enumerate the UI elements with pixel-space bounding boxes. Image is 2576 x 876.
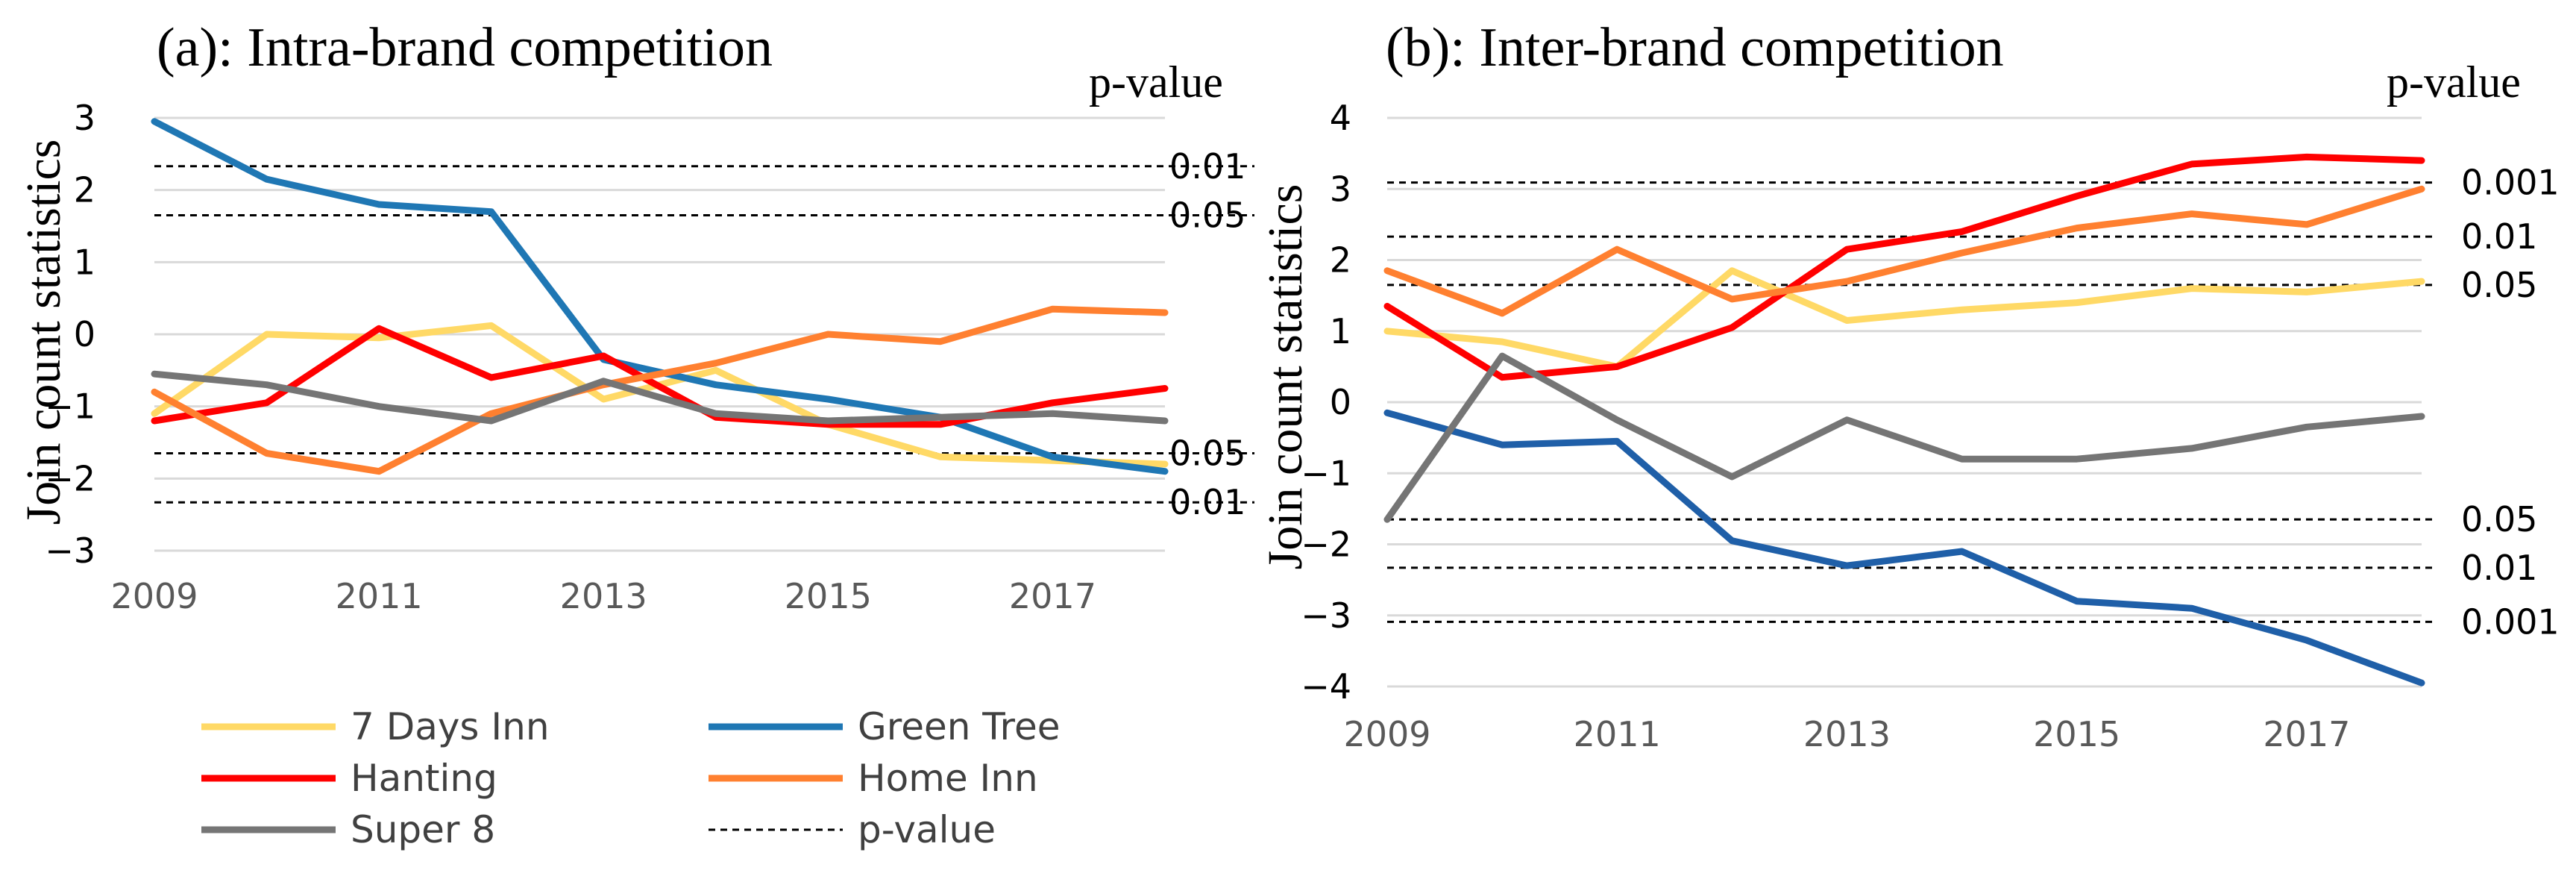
panel-b-x-ticks: 2009 2011 2013 2015 2017 — [1343, 714, 2350, 754]
x-tick-label: 2013 — [1803, 714, 1891, 754]
panel-a-title: (a): Intra-brand competition — [157, 17, 773, 78]
panel-a-x-ticks: 2009 2011 2013 2015 2017 — [110, 576, 1096, 616]
y-tick-label: 3 — [1330, 169, 1351, 209]
pvalue-label: 0.05 — [1169, 195, 1245, 236]
x-tick-label: 2015 — [2033, 714, 2120, 754]
legend-label-home-inn: Home Inn — [858, 757, 1038, 800]
x-tick-label: 2009 — [110, 576, 198, 616]
legend-label-green-tree: Green Tree — [858, 705, 1060, 748]
panel-b-y-ticks: −4 −3 −2 −1 0 1 2 3 4 — [1301, 98, 1351, 707]
panel-b-inter-brand: (b): Inter-brand competition p-value Joi… — [1258, 17, 2560, 754]
panel-b-pvalue-lines — [1387, 181, 2437, 623]
y-tick-label: −1 — [1301, 453, 1351, 493]
legend-label-super-8: Super 8 — [351, 808, 495, 851]
y-tick-label: 2 — [1330, 240, 1351, 281]
series-line-hanting — [1383, 153, 2425, 381]
y-tick-label: −4 — [1301, 666, 1351, 707]
panel-a-pvalue-labels: 0.01 0.05 0.05 0.01 — [1169, 146, 1245, 522]
y-tick-label: 4 — [1330, 98, 1351, 138]
pvalue-label: 0.001 — [2461, 163, 2560, 203]
legend: 7 Days Inn Green Tree Hanting Home Inn Super… — [201, 705, 1060, 851]
pvalue-label: 0.05 — [2461, 499, 2537, 539]
legend-label-p-value: p-value — [858, 808, 996, 851]
panel-b-pvalue-header: p-value — [2387, 57, 2521, 107]
panel-b-pvalue-labels: 0.001 0.01 0.05 0.05 0.01 0.001 — [2461, 163, 2560, 642]
pvalue-label: 0.01 — [2461, 216, 2537, 257]
y-tick-label: 0 — [1330, 382, 1351, 422]
y-tick-label: −3 — [45, 531, 95, 571]
series-line-green-tree — [1383, 409, 2425, 686]
x-tick-label: 2013 — [560, 576, 647, 616]
legend-label-hanting: Hanting — [351, 757, 497, 800]
pvalue-label: 0.05 — [2461, 265, 2537, 305]
panel-a-series — [151, 118, 1169, 475]
panel-b-y-axis-label: Join count statistics — [1258, 184, 1313, 570]
series-line-super-8 — [1383, 352, 2425, 523]
panel-b-gridlines — [1387, 116, 2422, 688]
x-tick-label: 2017 — [1009, 576, 1096, 616]
panel-b-title: (b): Inter-brand competition — [1386, 17, 2004, 78]
y-tick-label: −2 — [1301, 525, 1351, 565]
y-tick-label: 1 — [74, 242, 95, 282]
panel-a-intra-brand: (a): Intra-brand competition p-value Joi… — [16, 17, 1254, 616]
series-line-super-8 — [151, 370, 1169, 425]
x-tick-label: 2009 — [1343, 714, 1430, 754]
pvalue-label: 0.01 — [2461, 548, 2537, 588]
series-line-home-inn — [1383, 185, 2425, 317]
y-tick-label: 3 — [74, 98, 95, 138]
x-tick-label: 2011 — [1574, 714, 1661, 754]
x-tick-label: 2011 — [336, 576, 423, 616]
y-tick-label: 2 — [74, 170, 95, 210]
y-tick-label: −3 — [1301, 595, 1351, 636]
series-line-7-days-inn — [1383, 267, 2425, 370]
panel-a-y-ticks: −3 −2 −1 0 1 2 3 — [45, 98, 95, 571]
series-line-home-inn — [151, 305, 1169, 475]
x-tick-label: 2015 — [785, 576, 872, 616]
panel-b-series — [1383, 153, 2425, 686]
y-tick-label: 0 — [74, 314, 95, 354]
y-tick-label: −1 — [45, 387, 95, 427]
pvalue-label: 0.001 — [2461, 601, 2560, 642]
y-tick-label: −2 — [45, 458, 95, 498]
pvalue-label: 0.01 — [1169, 146, 1245, 187]
series-line-green-tree — [151, 118, 1169, 475]
x-tick-label: 2017 — [2263, 714, 2350, 754]
panel-a-y-axis-label: Join count statistics — [16, 140, 71, 525]
pvalue-label: 0.05 — [1169, 434, 1245, 474]
legend-label-7-days-inn: 7 Days Inn — [351, 705, 550, 748]
y-tick-label: 1 — [1330, 311, 1351, 351]
panel-a-pvalue-header: p-value — [1089, 57, 1223, 107]
pvalue-label: 0.01 — [1169, 482, 1245, 522]
panel-a-pvalue-lines — [154, 165, 1254, 504]
